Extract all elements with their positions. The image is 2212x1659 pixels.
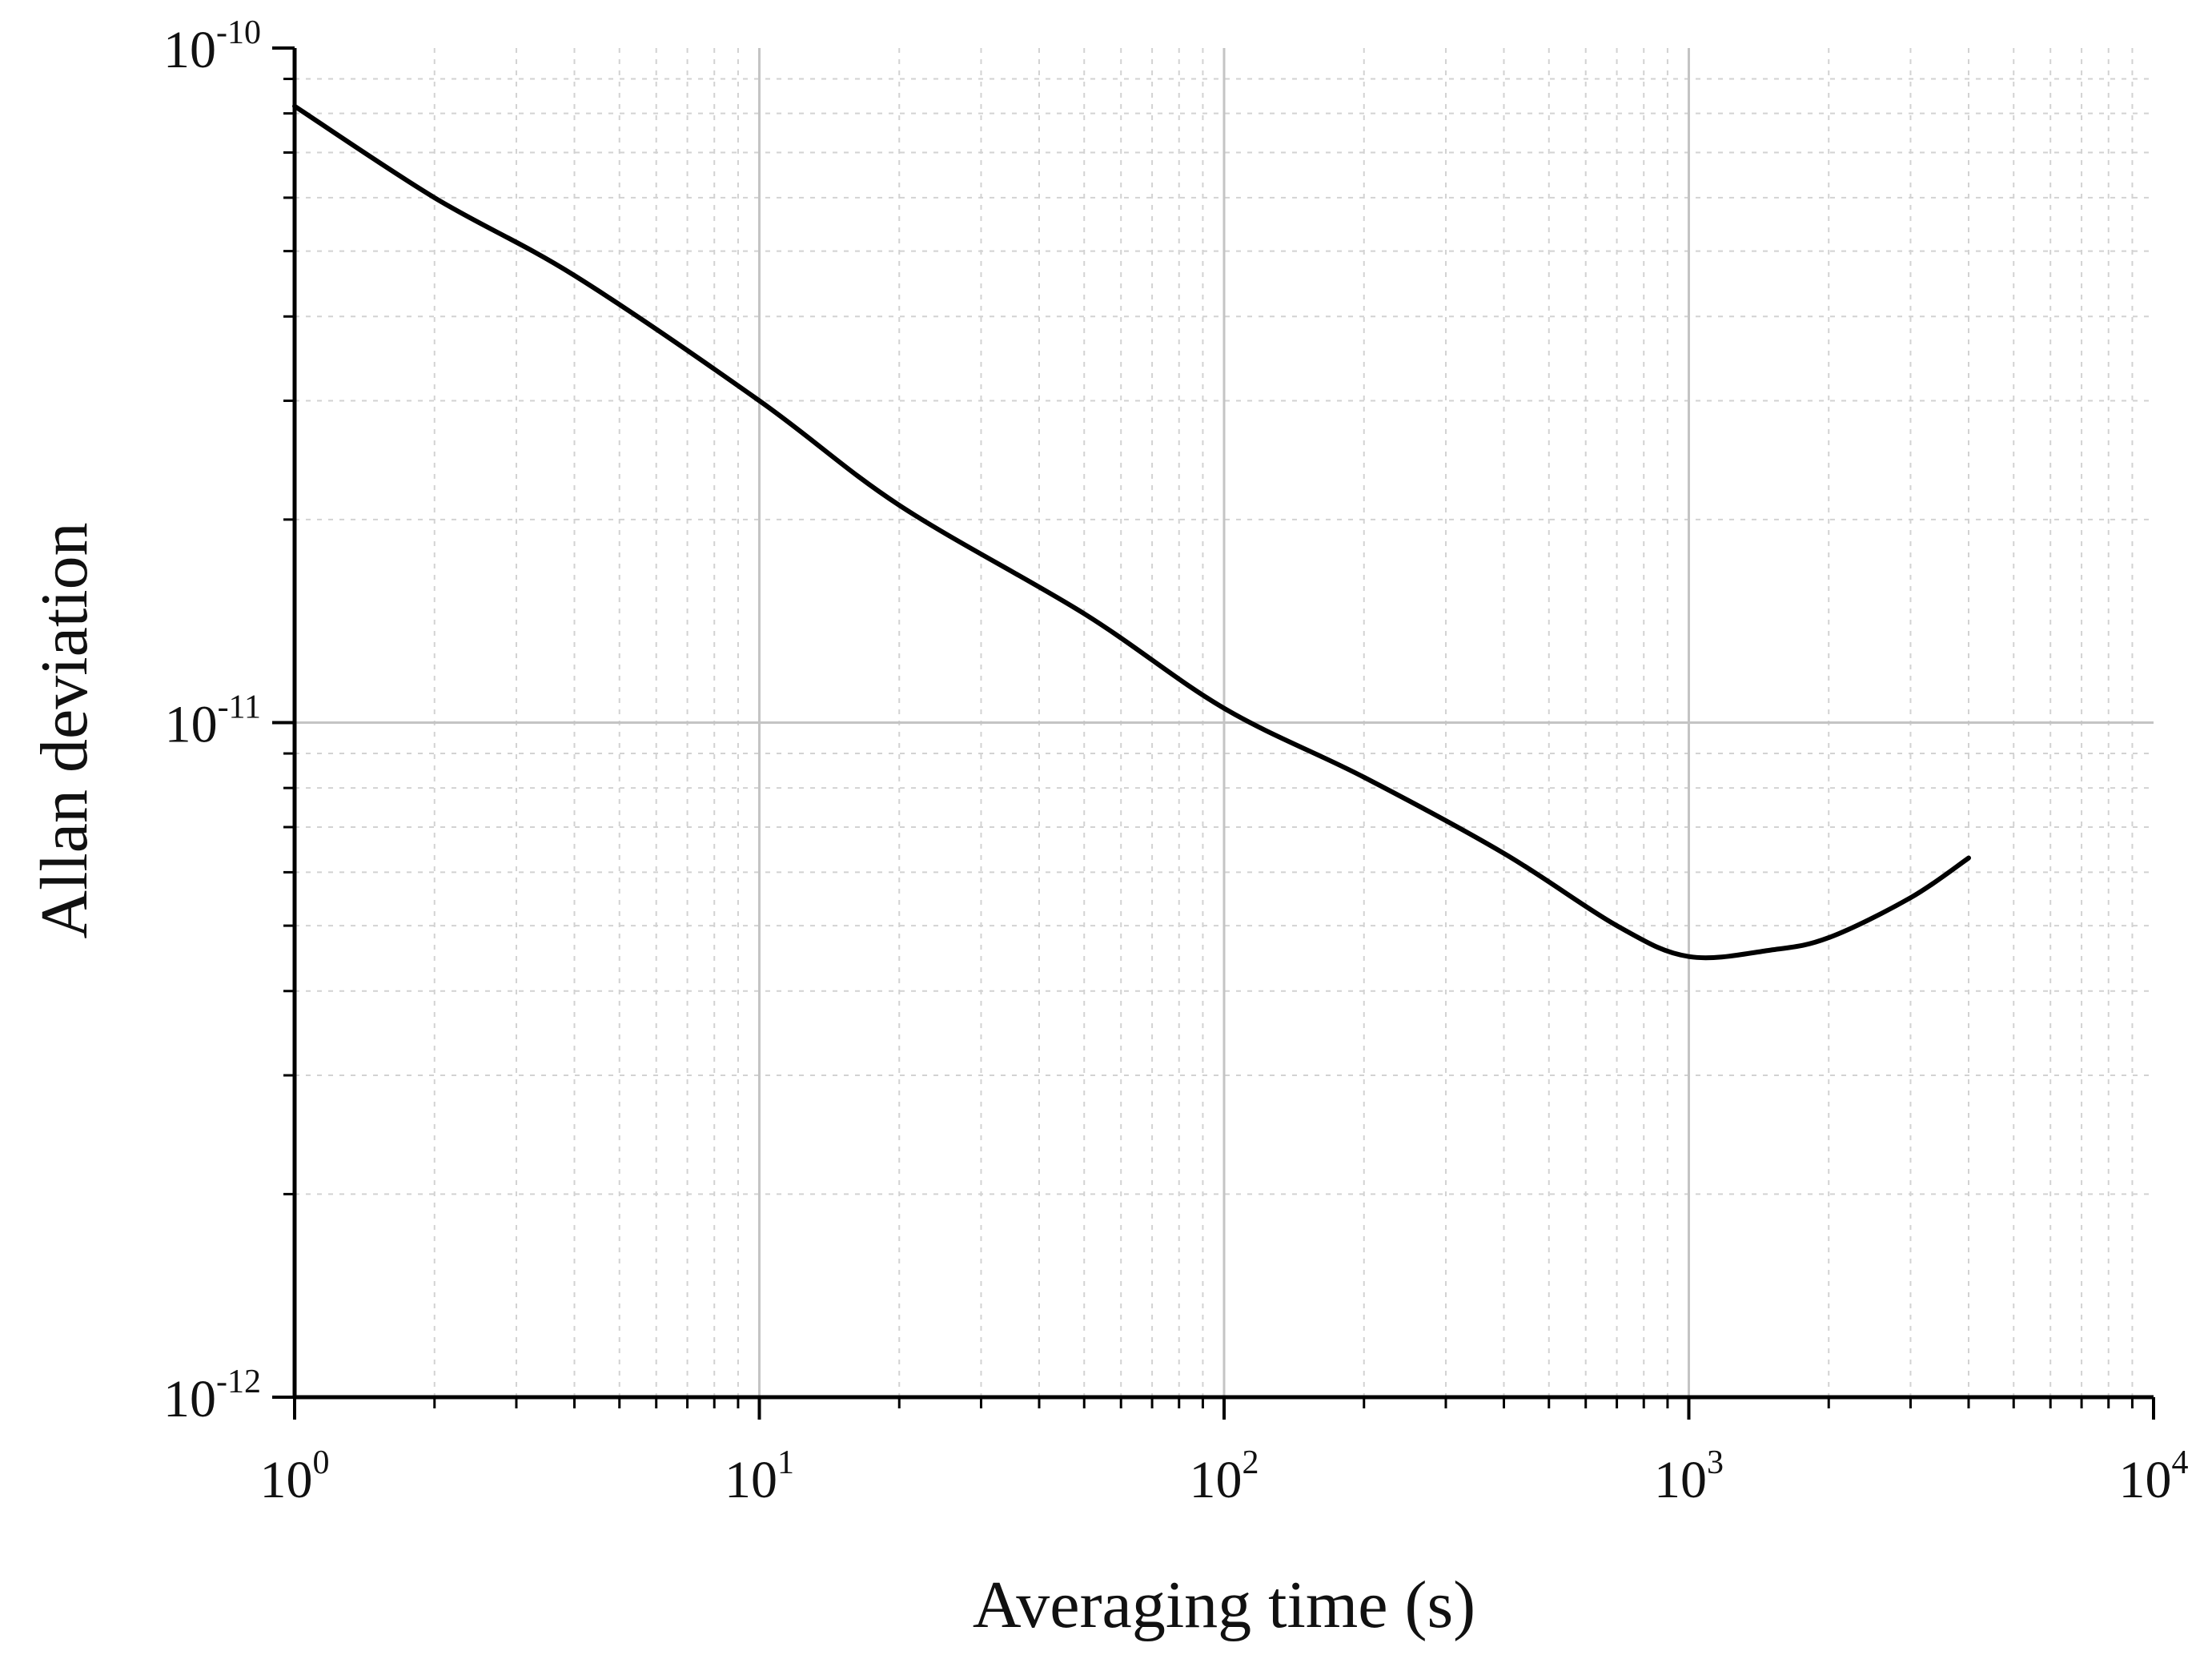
y-tick-label-base: 10 [163,1370,216,1428]
y-tick-label-exponent: -12 [216,1364,261,1400]
y-tick-label-base: 10 [163,21,216,79]
y-tick-label-exponent: -11 [218,689,261,726]
major-grid [295,48,2154,1397]
x-tick-label-exponent: 3 [1707,1444,1724,1481]
x-tick-label-base: 10 [2119,1451,2172,1509]
x-tick-label: 100 [260,1444,330,1509]
x-tick-label: 102 [1190,1444,1259,1509]
x-tick-label-base: 10 [1654,1451,1707,1509]
x-axis-title: Averaging time (s) [973,1568,1475,1642]
axes [272,46,2155,1420]
allan-deviation-line [292,103,1971,961]
x-tick-label-exponent: 2 [1242,1444,1259,1481]
x-tick-label-base: 10 [1190,1451,1242,1509]
x-tick-label-exponent: 4 [2172,1444,2189,1481]
x-tick-label-base: 10 [725,1451,777,1509]
x-tick-label-base: 10 [260,1451,313,1509]
y-tick-label: 10-12 [163,1364,261,1428]
y-tick-label: 10-11 [165,689,261,754]
x-tick-label: 101 [725,1444,794,1509]
x-tick-label: 104 [2119,1444,2189,1509]
y-axis-title: Allan deviation [27,522,102,938]
x-tick-label: 103 [1654,1444,1724,1509]
x-tick-label-exponent: 0 [313,1444,330,1481]
x-tick-labels: 100 101 102 103 104 [260,1444,2189,1509]
y-tick-label: 10-10 [163,14,261,79]
y-tick-label-exponent: -10 [216,14,261,51]
x-tick-label-exponent: 1 [777,1444,794,1481]
y-tick-label-base: 10 [165,696,218,754]
